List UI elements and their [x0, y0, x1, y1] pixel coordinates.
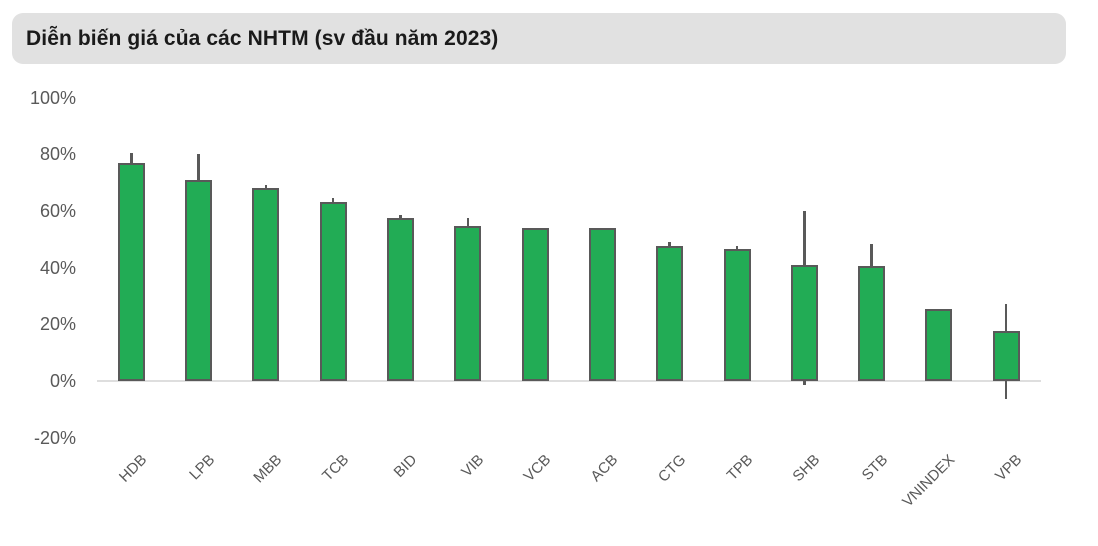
whisker-high — [466, 217, 470, 230]
bar-LPB — [185, 179, 213, 381]
whisker-low — [803, 378, 806, 386]
y-axis-tick-label: 0% — [49, 371, 76, 391]
bar-CTG — [656, 246, 684, 381]
bar-VPB — [992, 331, 1020, 381]
bar-VNINDEX — [925, 308, 953, 381]
whisker-high — [331, 198, 335, 206]
chart-title-banner: Diễn biến giá của các NHTM (sv đầu năm 2… — [12, 13, 1066, 64]
bar-HDB — [117, 162, 145, 381]
whisker-high — [668, 242, 671, 250]
bar-TPB — [723, 249, 751, 381]
y-axis-tick-label: 100% — [29, 87, 76, 108]
bar-ACB — [588, 227, 616, 381]
x-axis-line — [97, 379, 1041, 382]
whisker-high — [197, 154, 200, 183]
chart-title: Diễn biến giá của các NHTM (sv đầu năm 2… — [26, 26, 499, 50]
bar-VCB — [521, 227, 549, 381]
bar-MBB — [252, 188, 280, 381]
y-axis-tick-label: 20% — [39, 314, 76, 335]
whisker-high — [130, 152, 133, 166]
whisker-high — [803, 210, 806, 268]
y-axis-tick-label: 80% — [39, 144, 76, 165]
y-axis-tick-label: -20% — [33, 427, 76, 448]
bar-VIB — [454, 226, 482, 381]
bar-SHB — [790, 264, 818, 381]
whisker-high — [870, 243, 873, 270]
bar-TCB — [319, 202, 347, 381]
y-axis-tick-label: 40% — [39, 257, 76, 278]
y-axis-tick-label: 60% — [39, 200, 76, 221]
bar-BID — [387, 217, 414, 381]
bar-STB — [858, 266, 886, 381]
whisker-high — [1004, 304, 1008, 335]
whisker-low — [1004, 378, 1008, 400]
